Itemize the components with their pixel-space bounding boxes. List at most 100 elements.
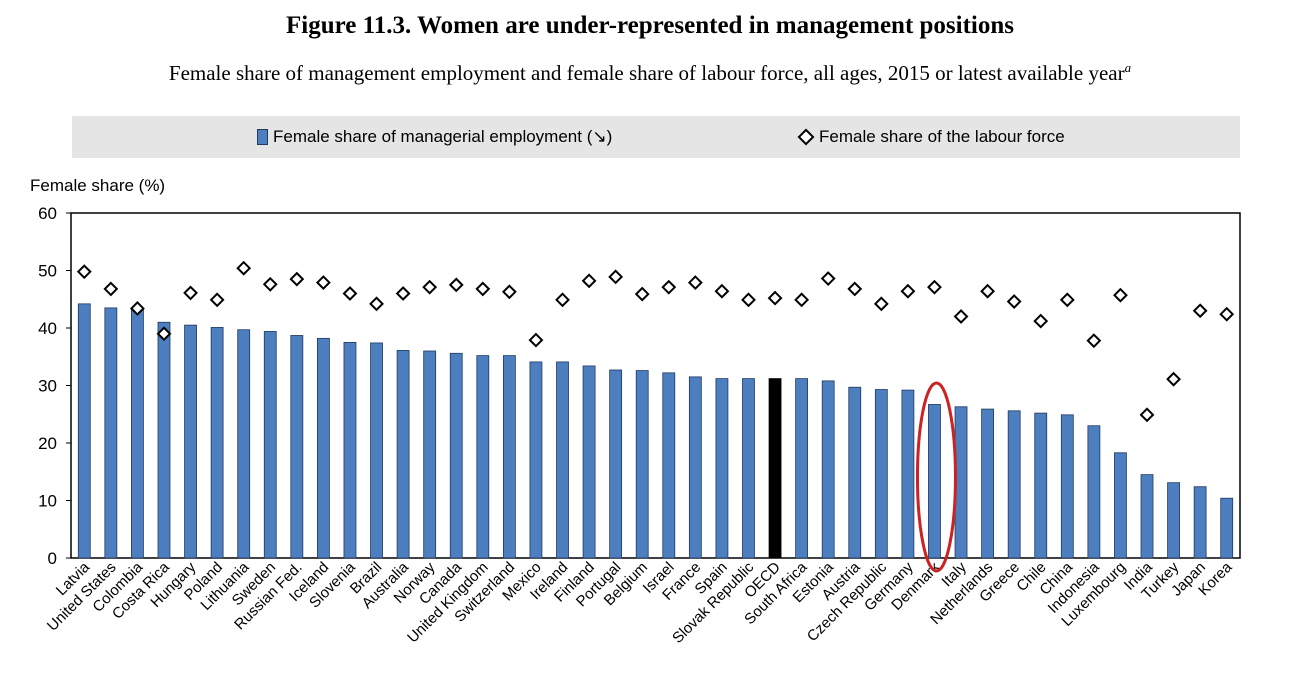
bar [795, 378, 809, 559]
bar [1114, 452, 1127, 559]
legend-item-labour-force: Female share of the labour force [797, 127, 1065, 147]
diamond-marker [714, 283, 730, 299]
diamond-marker [927, 279, 942, 295]
bar [290, 335, 304, 559]
diamond-marker [608, 269, 624, 285]
diamond-marker [953, 309, 969, 324]
bar [1193, 486, 1207, 559]
bar [343, 341, 357, 559]
bar [742, 378, 755, 559]
bar [1060, 414, 1074, 559]
diamond-marker [448, 277, 464, 293]
diamond-marker [767, 290, 783, 306]
diamond-marker [900, 283, 916, 299]
bar [688, 376, 702, 559]
diamond-marker [315, 275, 331, 290]
diamond-marker [262, 276, 278, 292]
y-tick-label: 10 [38, 492, 57, 511]
bar [449, 352, 463, 559]
diamond-marker [475, 281, 491, 297]
bar [157, 321, 171, 559]
diamond-marker [236, 260, 252, 276]
diamond-marker [76, 264, 92, 280]
diamond-marker [369, 296, 384, 312]
diamond-marker [1059, 292, 1075, 308]
bar [1034, 412, 1048, 559]
bar [370, 342, 383, 559]
bar-oecd [768, 378, 782, 559]
subtitle-note-marker: a [1124, 60, 1132, 75]
bar [901, 389, 915, 559]
bar [1140, 474, 1154, 559]
bar [263, 331, 277, 559]
diamond-marker [1113, 287, 1128, 303]
bar [981, 408, 995, 559]
diamond-marker [289, 271, 305, 287]
subtitle-text: Female share of management employment an… [168, 61, 1125, 85]
bar [662, 372, 676, 559]
diamond-marker [581, 273, 597, 289]
chart-legend: Female share of managerial employment (↘… [72, 116, 1240, 158]
diamond-marker [1006, 294, 1022, 309]
bar [556, 361, 569, 559]
diamond-marker [1166, 371, 1181, 387]
diamond-marker [422, 279, 438, 295]
legend-diamond-label: Female share of the labour force [819, 127, 1065, 146]
diamond-marker [209, 292, 225, 308]
y-tick-label: 20 [38, 434, 57, 453]
y-tick-label: 0 [48, 549, 57, 568]
bar [210, 327, 224, 559]
bar [396, 350, 410, 559]
bar [1167, 482, 1180, 559]
bar [184, 324, 197, 559]
diamond-marker [528, 332, 544, 348]
bar [1007, 410, 1021, 559]
diamond-marker [183, 285, 198, 301]
diamond-marker [873, 296, 889, 312]
diamond-marker [980, 283, 996, 299]
legend-item-managerial: Female share of managerial employment (↘… [257, 127, 612, 147]
y-axis-label: Female share (%) [30, 176, 166, 195]
diamond-marker [130, 301, 145, 316]
bar [1087, 425, 1101, 559]
y-tick-label: 30 [38, 377, 57, 396]
diamond-marker [1086, 333, 1102, 349]
diamond-marker [1139, 407, 1155, 423]
bar [715, 378, 729, 559]
diamond-marker [395, 286, 411, 301]
bar [1220, 497, 1234, 559]
annotation-ellipse [915, 381, 957, 573]
bar [928, 404, 941, 559]
diamond-marker [794, 292, 810, 308]
diamond-marker [820, 271, 836, 286]
bar [104, 307, 118, 559]
diamond-marker [156, 326, 172, 342]
diamond-marker [1192, 303, 1208, 319]
bar [423, 350, 437, 559]
diamond-marker [342, 286, 358, 301]
bar [502, 355, 516, 559]
bar [848, 386, 862, 559]
diamond-marker [501, 284, 517, 300]
diamond-marker [741, 292, 756, 308]
diamond-marker [634, 286, 650, 302]
y-tick-label: 50 [38, 262, 57, 281]
diamond-marker [847, 281, 863, 297]
legend-bar-swatch [257, 129, 268, 145]
bar [237, 329, 251, 559]
legend-bar-label: Female share of managerial employment (↘… [273, 127, 613, 146]
diamond-marker [1033, 313, 1049, 329]
bar [77, 303, 91, 559]
bar [582, 365, 596, 559]
diamond-marker [1219, 306, 1235, 322]
y-tick-label: 60 [38, 204, 57, 223]
diamond-marker [555, 292, 570, 308]
bar [609, 369, 623, 559]
bar [635, 370, 649, 559]
bar [874, 389, 888, 559]
bar [476, 355, 490, 559]
bar [316, 337, 330, 559]
diamond-marker [687, 275, 703, 290]
y-tick-label: 40 [38, 319, 57, 338]
